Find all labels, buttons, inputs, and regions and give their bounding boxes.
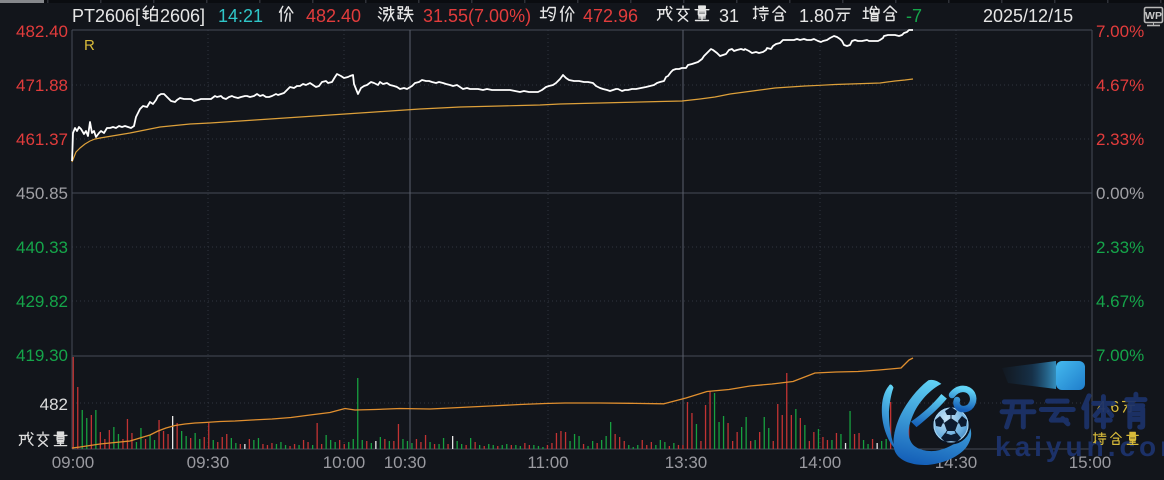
svg-text:1.80: 1.80 <box>799 6 834 26</box>
svg-text:429.82: 429.82 <box>16 292 68 311</box>
svg-text:14:21: 14:21 <box>218 6 263 26</box>
svg-text:31: 31 <box>719 6 739 26</box>
svg-text:7.00%: 7.00% <box>1096 346 1144 365</box>
svg-text:471.88: 471.88 <box>16 76 68 95</box>
svg-text:14:00: 14:00 <box>799 453 842 472</box>
svg-text:09:30: 09:30 <box>187 453 230 472</box>
svg-text:13:30: 13:30 <box>665 453 708 472</box>
svg-text:440.33: 440.33 <box>16 238 68 257</box>
svg-text:PT2606[: PT2606[ <box>72 6 140 26</box>
svg-text:11:00: 11:00 <box>527 453 568 472</box>
svg-text:2025/12/15: 2025/12/15 <box>983 6 1073 26</box>
svg-text:0.00%: 0.00% <box>1096 184 1144 203</box>
svg-text:WP: WP <box>1145 10 1162 22</box>
svg-text:31.55(7.00%): 31.55(7.00%) <box>423 6 531 26</box>
svg-text:482.40: 482.40 <box>16 22 68 41</box>
svg-text:2606]: 2606] <box>160 6 205 26</box>
svg-text:419.30: 419.30 <box>16 346 68 365</box>
svg-text:-7: -7 <box>906 6 922 26</box>
svg-text:09:00: 09:00 <box>52 453 95 472</box>
svg-text:15:00: 15:00 <box>1069 453 1112 472</box>
svg-text:10:00: 10:00 <box>323 453 366 472</box>
svg-text:472.96: 472.96 <box>583 6 638 26</box>
svg-text:4.67%: 4.67% <box>1096 292 1144 311</box>
svg-text:7.00%: 7.00% <box>1096 22 1144 41</box>
svg-text:482: 482 <box>40 395 68 414</box>
svg-text:10:30: 10:30 <box>384 453 427 472</box>
svg-text:2.33%: 2.33% <box>1096 238 1144 257</box>
svg-text:450.85: 450.85 <box>16 184 68 203</box>
svg-text:R: R <box>84 37 95 54</box>
svg-text:482.40: 482.40 <box>306 6 361 26</box>
svg-text:4.67%: 4.67% <box>1096 76 1144 95</box>
svg-text:461.37: 461.37 <box>16 130 68 149</box>
svg-text:2.33%: 2.33% <box>1096 130 1144 149</box>
